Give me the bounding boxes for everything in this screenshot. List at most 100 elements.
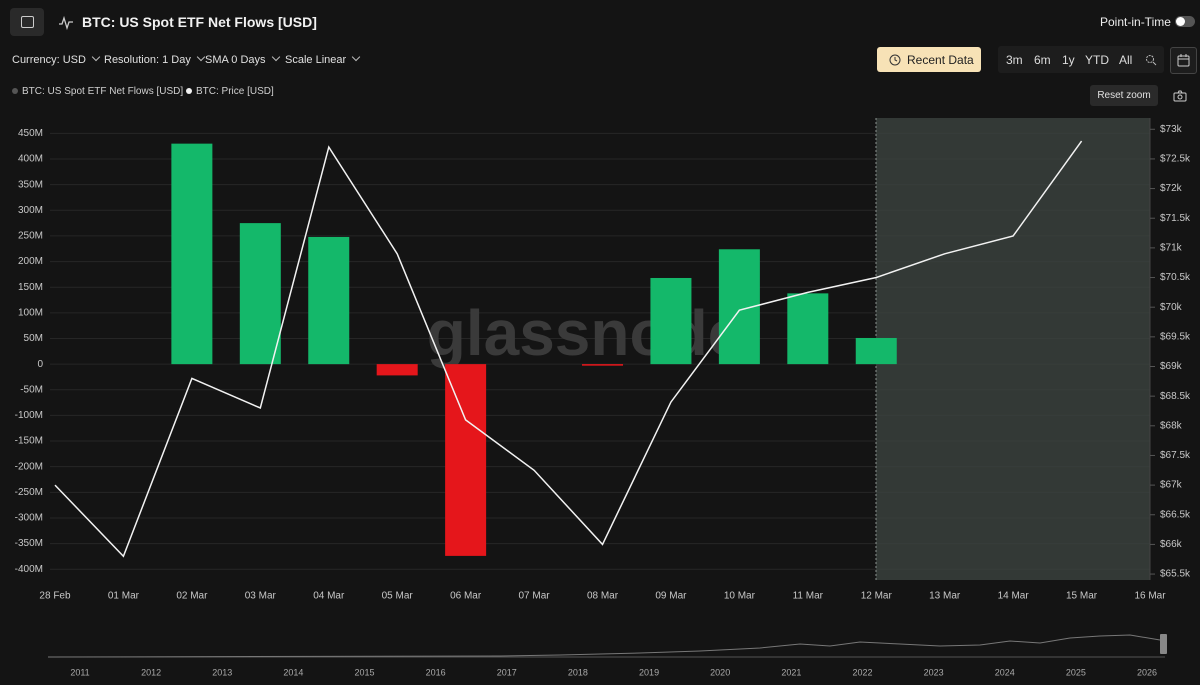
legend-dot [186, 88, 192, 94]
legend-item[interactable]: BTC: Price [USD] [186, 86, 274, 97]
y-tick-label: 450M [18, 128, 43, 139]
bar [308, 236, 350, 365]
y2-tick-label: $72k [1160, 183, 1183, 194]
toggle[interactable] [1175, 16, 1195, 27]
y2-tick-label: $68k [1160, 420, 1183, 431]
y-tick-label: 150M [18, 282, 43, 293]
calendar-button[interactable] [1170, 47, 1197, 74]
y2-tick-label: $67k [1160, 480, 1183, 491]
navigator-year: 2025 [1066, 667, 1086, 677]
y2-tick-label: $65.5k [1160, 569, 1191, 580]
y-tick-label: 50M [24, 333, 43, 344]
recent-data-label: Recent Data [907, 53, 974, 67]
legend-label: BTC: Price [USD] [196, 86, 274, 97]
y-tick-label: -400M [15, 564, 43, 575]
y-tick-label: 350M [18, 179, 43, 190]
navigator-year: 2020 [710, 667, 730, 677]
navigator-year: 2023 [924, 667, 944, 677]
x-tick-label: 12 Mar [861, 591, 893, 602]
y2-tick-label: $72.5k [1160, 154, 1191, 165]
sidebar-icon [21, 16, 34, 28]
range-button[interactable]: 6m [1034, 53, 1051, 67]
navigator-year: 2014 [283, 667, 303, 677]
x-tick-label: 08 Mar [587, 591, 619, 602]
y2-tick-label: $66k [1160, 539, 1183, 550]
y-tick-label: -200M [15, 461, 43, 472]
x-tick-label: 05 Mar [382, 591, 414, 602]
bar [787, 293, 829, 365]
navigator-year: 2012 [141, 667, 161, 677]
range-button[interactable]: 1y [1062, 53, 1075, 67]
y2-tick-label: $66.5k [1160, 509, 1191, 520]
bar [376, 364, 418, 376]
y2-tick-label: $70.5k [1160, 272, 1191, 283]
y-tick-label: 0 [37, 359, 43, 370]
navigator-history [47, 634, 1161, 658]
range-button[interactable]: 3m [1006, 53, 1023, 67]
y-tick-label: -150M [15, 436, 43, 447]
sma-select[interactable]: SMA 0 Days [205, 54, 279, 66]
navigator-year: 2018 [568, 667, 588, 677]
bar [855, 337, 897, 365]
navigator-year: 2016 [426, 667, 446, 677]
x-tick-label: 14 Mar [998, 591, 1030, 602]
range-button[interactable]: YTD [1085, 53, 1109, 67]
y-tick-label: 100M [18, 307, 43, 318]
currency-select[interactable]: Currency: USD [12, 54, 99, 66]
y-tick-label: -250M [15, 487, 43, 498]
sidebar-toggle[interactable] [10, 8, 44, 36]
calendar-icon [1177, 54, 1190, 67]
navigator-year: 2015 [355, 667, 375, 677]
y-tick-label: -50M [20, 384, 43, 395]
navigator-year: 2024 [995, 667, 1015, 677]
page-title: BTC: US Spot ETF Net Flows [USD] [82, 14, 317, 30]
x-tick-label: 15 Mar [1066, 591, 1098, 602]
y2-tick-label: $70k [1160, 302, 1183, 313]
clock-icon [889, 54, 901, 66]
navigator-year: 2021 [781, 667, 801, 677]
scale-select[interactable]: Scale Linear [285, 54, 359, 66]
navigator-year: 2022 [852, 667, 872, 677]
bar [239, 223, 281, 365]
navigator-handle[interactable] [1160, 634, 1167, 654]
x-tick-label: 04 Mar [313, 591, 345, 602]
y2-tick-label: $69k [1160, 361, 1183, 372]
price-line [54, 140, 1083, 558]
reset-zoom-button[interactable]: Reset zoom [1090, 85, 1158, 106]
x-tick-label: 09 Mar [655, 591, 687, 602]
watermark: glassnode [427, 297, 744, 369]
metric-icon [59, 15, 73, 31]
bar [171, 143, 213, 365]
x-tick-label: 16 Mar [1134, 591, 1166, 602]
range-group [998, 46, 1164, 73]
x-tick-label: 03 Mar [245, 591, 277, 602]
recent-range-shade [876, 118, 1150, 580]
toggle-label: Point-in-Time [1100, 15, 1171, 29]
y2-tick-label: $73k [1160, 124, 1183, 135]
y-tick-label: -300M [15, 513, 43, 524]
y-tick-label: -350M [15, 538, 43, 549]
bar [582, 364, 623, 366]
y-tick-label: -100M [15, 410, 43, 421]
y2-tick-label: $71k [1160, 243, 1183, 254]
screenshot-icon[interactable] [1173, 90, 1187, 102]
navigator-year: 2013 [212, 667, 232, 677]
x-tick-label: 02 Mar [176, 591, 208, 602]
x-tick-label: 10 Mar [724, 591, 756, 602]
legend-item[interactable]: BTC: US Spot ETF Net Flows [USD] [12, 86, 183, 97]
y2-tick-label: $69.5k [1160, 331, 1191, 342]
y-tick-label: 200M [18, 256, 43, 267]
navigator-year: 2026 [1137, 667, 1157, 677]
bar [650, 277, 692, 365]
navigator-year: 2019 [639, 667, 659, 677]
range-button[interactable]: All [1119, 53, 1133, 67]
resolution-select[interactable]: Resolution: 1 Day [104, 54, 204, 66]
navigator-year: 2017 [497, 667, 517, 677]
navigator-year: 2011 [70, 667, 89, 677]
zoom-icon[interactable] [1145, 54, 1157, 66]
y2-tick-label: $67.5k [1160, 450, 1191, 461]
y-tick-label: 400M [18, 154, 43, 165]
y-tick-label: 250M [18, 231, 43, 242]
recent-data-button[interactable]: Recent Data [877, 47, 981, 72]
